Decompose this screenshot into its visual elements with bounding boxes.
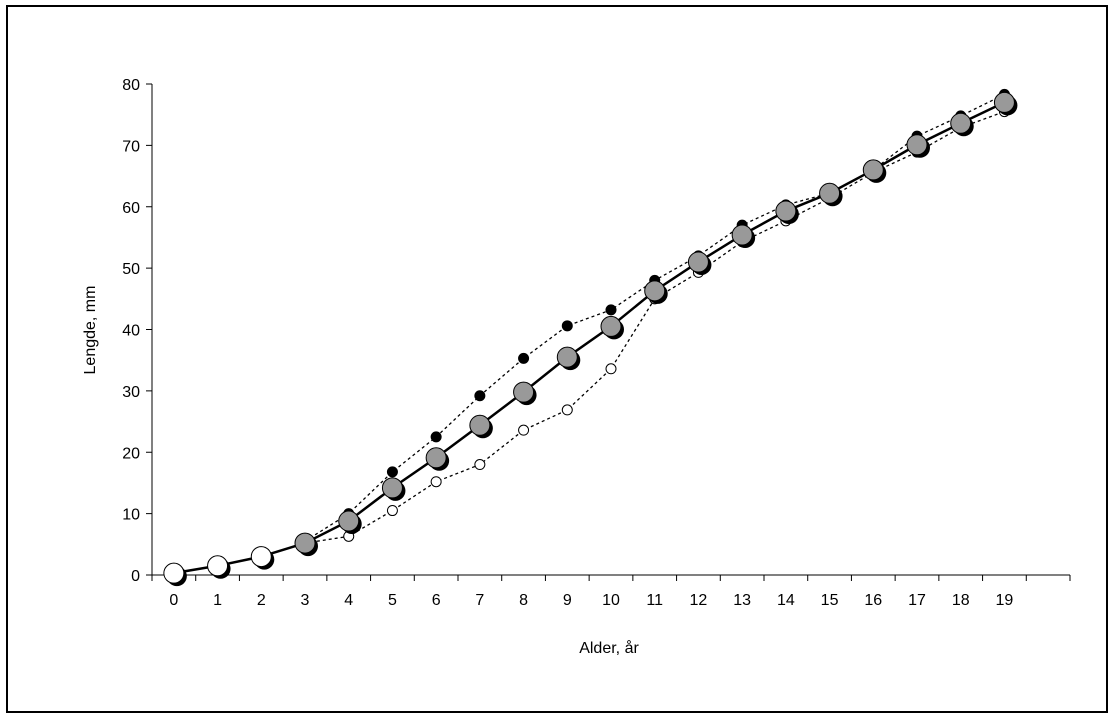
lower-point <box>386 505 398 517</box>
mean-point <box>338 510 360 532</box>
x-tick-label: 18 <box>952 592 970 609</box>
lower-point <box>518 424 530 436</box>
y-tick-label: 0 <box>131 568 140 585</box>
x-tick-label: 4 <box>344 592 353 609</box>
mean-point <box>513 381 535 403</box>
x-tick-label: 7 <box>475 592 484 609</box>
x-tick-label: 9 <box>563 592 572 609</box>
y-tick-label: 40 <box>122 323 140 340</box>
mean-point <box>163 562 185 584</box>
y-tick-label: 50 <box>122 261 140 278</box>
x-tick-label: 10 <box>602 592 620 609</box>
x-tick-label: 2 <box>257 592 266 609</box>
y-tick-label: 30 <box>122 384 140 401</box>
mean-point <box>250 546 272 568</box>
x-tick-label: 14 <box>777 592 795 609</box>
upper-series-line <box>304 93 1005 542</box>
x-tick-label: 5 <box>388 592 397 609</box>
mean-point <box>294 532 316 554</box>
y-tick-label: 10 <box>122 507 140 524</box>
mean-point <box>819 182 841 204</box>
x-tick-label: 1 <box>213 592 222 609</box>
mean-point <box>862 159 884 181</box>
y-tick-label: 60 <box>122 200 140 217</box>
mean-point <box>425 447 447 469</box>
x-tick-label: 6 <box>432 592 441 609</box>
y-tick-label: 80 <box>122 77 140 94</box>
mean-point <box>556 346 578 368</box>
x-axis-label: Alder, år <box>579 639 639 657</box>
x-tick-label: 11 <box>646 592 663 609</box>
mean-point <box>644 280 666 302</box>
lower-point <box>430 476 442 488</box>
x-tick-label: 13 <box>733 592 751 609</box>
lower-point <box>474 459 486 471</box>
mean-point <box>993 91 1015 113</box>
mean-point <box>600 315 622 337</box>
mean-point <box>469 414 491 436</box>
upper-point <box>430 431 442 443</box>
lower-point <box>561 404 573 416</box>
mean-point <box>381 477 403 499</box>
x-tick-label: 8 <box>519 592 528 609</box>
x-tick-label: 19 <box>996 592 1014 609</box>
mean-point <box>207 555 229 577</box>
lower-series-line <box>304 111 1005 544</box>
upper-point <box>386 466 398 478</box>
mean-point <box>775 200 797 222</box>
x-tick-label: 16 <box>864 592 882 609</box>
mean-point <box>731 224 753 246</box>
x-tick-label: 17 <box>908 592 926 609</box>
mean-point <box>950 112 972 134</box>
x-tick-label: 15 <box>821 592 839 609</box>
lower-point <box>605 363 617 375</box>
y-tick-label: 70 <box>122 138 140 155</box>
x-tick-label: 12 <box>690 592 708 609</box>
y-axis-label: Lengde, mm <box>82 286 99 375</box>
upper-point <box>474 390 486 402</box>
upper-point <box>605 304 617 316</box>
y-tick-label: 20 <box>122 445 140 462</box>
mean-point <box>906 134 928 156</box>
upper-point <box>561 320 573 332</box>
x-tick-label: 3 <box>301 592 310 609</box>
mean-point <box>687 251 709 273</box>
upper-point <box>518 352 530 364</box>
x-tick-label: 0 <box>169 592 178 609</box>
